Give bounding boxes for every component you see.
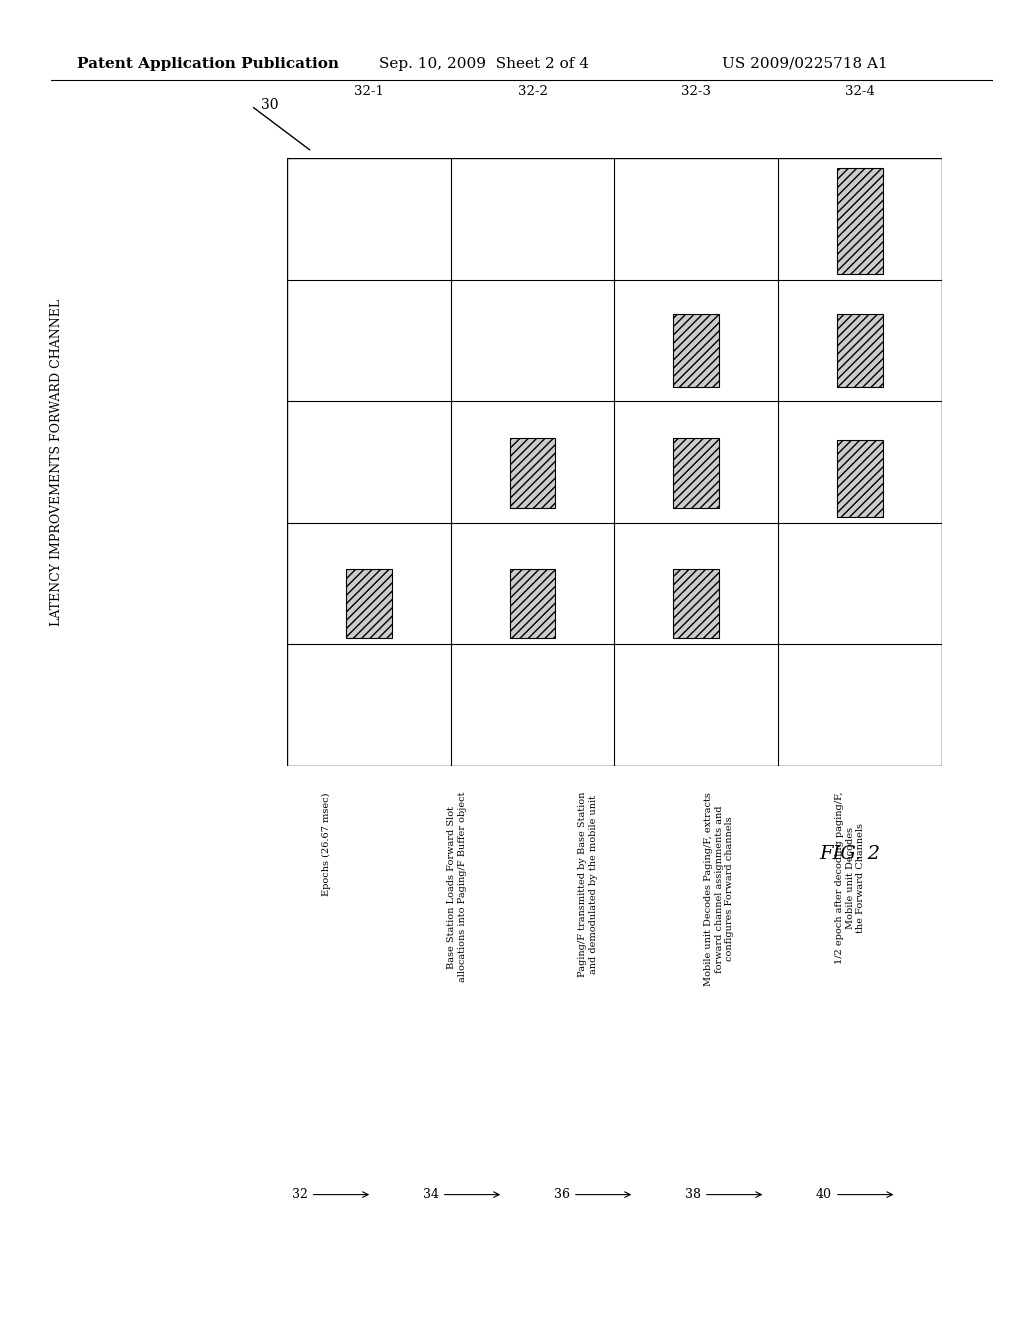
FancyBboxPatch shape: [510, 569, 555, 638]
FancyBboxPatch shape: [674, 569, 719, 638]
Text: 32: 32: [292, 1188, 307, 1201]
Text: 30: 30: [261, 98, 279, 112]
FancyBboxPatch shape: [674, 314, 719, 387]
Text: 34: 34: [423, 1188, 438, 1201]
Text: 38: 38: [685, 1188, 700, 1201]
Text: Mobile unit Decodes Paging/F, extracts
forward channel assignments and
configure: Mobile unit Decodes Paging/F, extracts f…: [705, 792, 734, 986]
FancyBboxPatch shape: [510, 438, 555, 508]
FancyBboxPatch shape: [838, 168, 883, 273]
Text: 36: 36: [554, 1188, 569, 1201]
Text: Sep. 10, 2009  Sheet 2 of 4: Sep. 10, 2009 Sheet 2 of 4: [379, 57, 589, 71]
Text: 1/2 epoch after decoding paging/F,
Mobile unit Decodes
the Forward Channels: 1/2 epoch after decoding paging/F, Mobil…: [836, 792, 865, 965]
Text: 32-4: 32-4: [845, 84, 876, 98]
Text: US 2009/0225718 A1: US 2009/0225718 A1: [722, 57, 888, 71]
Text: Patent Application Publication: Patent Application Publication: [77, 57, 339, 71]
Text: Epochs (26.67 msec): Epochs (26.67 msec): [322, 792, 331, 895]
FancyBboxPatch shape: [674, 438, 719, 508]
FancyBboxPatch shape: [838, 314, 883, 387]
FancyBboxPatch shape: [346, 569, 391, 638]
Text: 32-2: 32-2: [517, 84, 548, 98]
Text: Base Station Loads Forward Slot
allocations into Paging/F Buffer object: Base Station Loads Forward Slot allocati…: [447, 792, 467, 982]
Text: FIG. 2: FIG. 2: [819, 845, 881, 863]
Text: LATENCY IMPROVEMENTS FORWARD CHANNEL: LATENCY IMPROVEMENTS FORWARD CHANNEL: [50, 298, 62, 626]
Text: 40: 40: [816, 1188, 831, 1201]
FancyBboxPatch shape: [838, 440, 883, 516]
Text: Paging/F transmitted by Base Station
and demodulated by the mobile unit: Paging/F transmitted by Base Station and…: [579, 792, 598, 977]
Text: 32-3: 32-3: [681, 84, 712, 98]
Text: 32-1: 32-1: [353, 84, 384, 98]
